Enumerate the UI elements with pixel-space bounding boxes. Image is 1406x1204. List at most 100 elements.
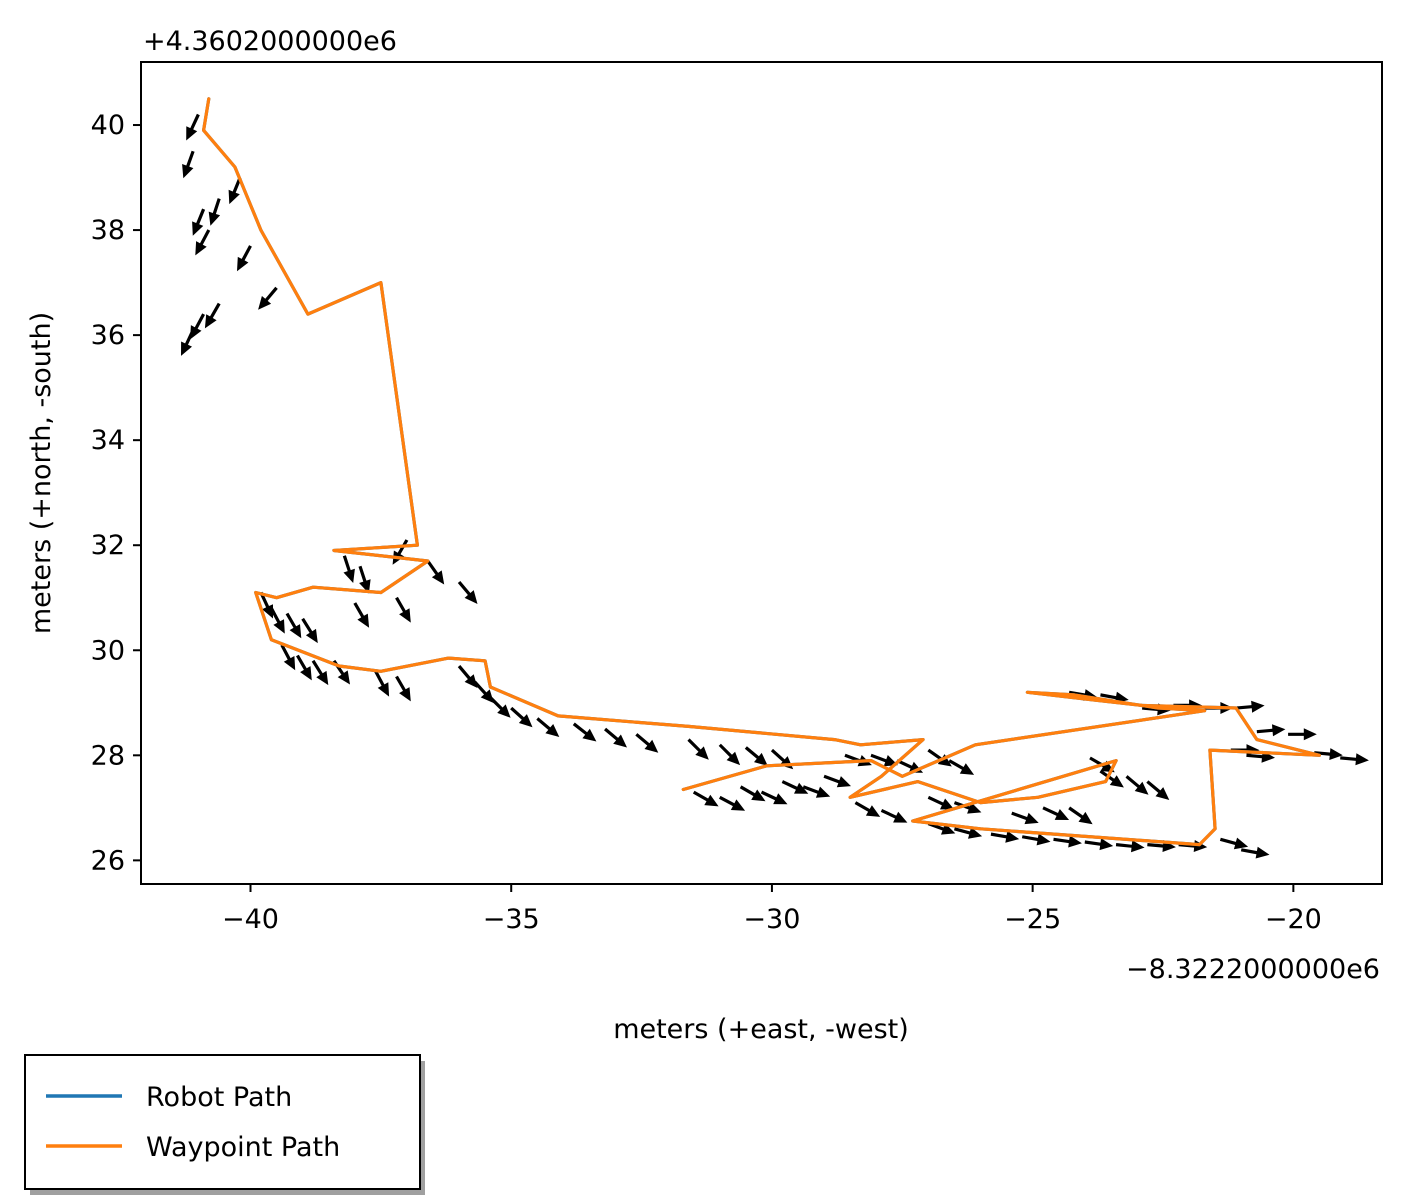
orientation-arrow — [1042, 806, 1070, 820]
y-tick-label: 30 — [91, 635, 125, 666]
orientation-arrow — [1288, 728, 1317, 741]
x-offset-label: −8.3222000000e6 — [1126, 954, 1380, 985]
orientation-arrow — [954, 827, 983, 839]
plot-area — [181, 97, 1369, 859]
orientation-arrow — [301, 617, 318, 644]
orientation-arrow — [1084, 838, 1114, 851]
orientation-arrow — [181, 329, 195, 356]
x-tick-label: −25 — [1004, 904, 1061, 935]
orientation-arrow — [1053, 835, 1082, 848]
x-axis-ticks: −40 −35 −30 −25 −20 — [222, 884, 1322, 935]
orientation-arrow — [927, 822, 956, 835]
orientation-arrow — [1068, 806, 1093, 825]
y-tick-label: 26 — [91, 845, 125, 876]
y-axis-ticks: 26 28 30 32 34 36 38 40 — [91, 110, 141, 876]
orientation-arrow — [1011, 811, 1039, 825]
orientation-arrow — [1125, 775, 1149, 795]
orientation-arrow — [457, 665, 478, 688]
orientation-arrow — [572, 722, 597, 742]
y-axis-label: meters (+north, -south) — [26, 312, 57, 634]
orientation-arrow — [719, 795, 746, 811]
x-tick-label: −35 — [483, 904, 540, 935]
orientation-arrow — [781, 780, 809, 794]
orientation-arrow — [1099, 769, 1124, 788]
y-tick-label: 32 — [91, 530, 125, 561]
path-series — [202, 97, 1322, 847]
orientation-arrow — [692, 790, 719, 807]
orientation-arrow — [353, 602, 370, 628]
orientation-arrow — [1340, 753, 1369, 766]
orientation-arrow — [195, 229, 211, 256]
orientation-arrow — [208, 198, 221, 226]
orientation-arrow — [426, 560, 445, 585]
orientation-arrow — [1314, 748, 1343, 760]
orientation-arrow — [744, 746, 768, 766]
orientation-arrow — [760, 790, 788, 805]
legend-robot-path-label: Robot Path — [146, 1082, 292, 1113]
orientation-arrow — [258, 286, 278, 310]
orientation-arrow — [687, 738, 709, 760]
orientation-arrow — [990, 830, 1020, 843]
orientation-arrow — [374, 670, 390, 697]
orientation-arrow — [854, 801, 881, 817]
orientation-arrow — [927, 795, 955, 810]
y-tick-label: 36 — [91, 320, 125, 351]
orientation-arrow — [1219, 837, 1249, 850]
orientation-arrow — [204, 302, 221, 329]
orientation-arrow — [1115, 840, 1145, 853]
orientation-arrow — [489, 696, 511, 718]
orientation-arrow — [739, 785, 766, 802]
y-tick-label: 34 — [91, 425, 125, 456]
orientation-arrow — [604, 727, 627, 748]
waypoint-path-line — [202, 97, 1322, 847]
orientation-arrow — [358, 565, 371, 594]
orientation-arrow — [190, 313, 205, 340]
orientation-arrow — [718, 743, 741, 766]
orientation-arrow — [280, 644, 296, 671]
orientation-arrow — [269, 607, 285, 634]
legend-waypoint-path-label: Waypoint Path — [146, 1132, 340, 1163]
orientation-arrow — [927, 748, 952, 767]
orientation-arrow — [880, 809, 908, 823]
orientation-arrow — [536, 717, 560, 737]
orientation-arrow — [635, 733, 659, 753]
orientation-arrow — [1240, 846, 1270, 859]
orientation-arrow — [870, 753, 898, 767]
orientation-arrow — [342, 555, 355, 583]
x-tick-label: −30 — [743, 904, 800, 935]
axes-frame — [140, 61, 1383, 885]
orientation-arrow — [802, 785, 831, 798]
legend: Robot Path Waypoint Path — [24, 1054, 425, 1195]
orientation-arrow — [311, 659, 329, 686]
orientation-arrow — [948, 759, 975, 775]
orientation-arrow — [1021, 833, 1051, 846]
orientation-arrow — [296, 654, 312, 681]
orientation-arrow — [1100, 691, 1129, 704]
orientation-arrow — [186, 113, 200, 141]
orientation-arrow — [953, 801, 982, 814]
orientation-arrow — [1256, 724, 1286, 737]
y-tick-label: 40 — [91, 110, 125, 141]
orientation-arrow — [285, 612, 302, 639]
orientation-arrow — [1146, 780, 1170, 800]
orientation-arrow — [192, 208, 206, 236]
orientation-arrow — [1235, 700, 1265, 713]
orientation-arrow — [237, 245, 252, 272]
orientation-arrow — [228, 177, 242, 205]
orientation-arrow — [823, 774, 851, 788]
x-tick-label: −20 — [1265, 904, 1322, 935]
y-tick-label: 28 — [91, 740, 125, 771]
orientation-arrow — [395, 675, 411, 702]
x-tick-label: −40 — [222, 904, 279, 935]
orientation-arrow — [510, 706, 533, 728]
orientation-arrow — [182, 150, 195, 179]
y-tick-label: 38 — [91, 215, 125, 246]
y-offset-label: +4.3602000000e6 — [143, 26, 397, 57]
orientation-arrows — [181, 113, 1369, 859]
orientation-arrow — [473, 680, 494, 704]
orientation-arrow — [457, 581, 478, 604]
legend-box — [24, 1054, 421, 1190]
orientation-arrow — [259, 591, 273, 619]
